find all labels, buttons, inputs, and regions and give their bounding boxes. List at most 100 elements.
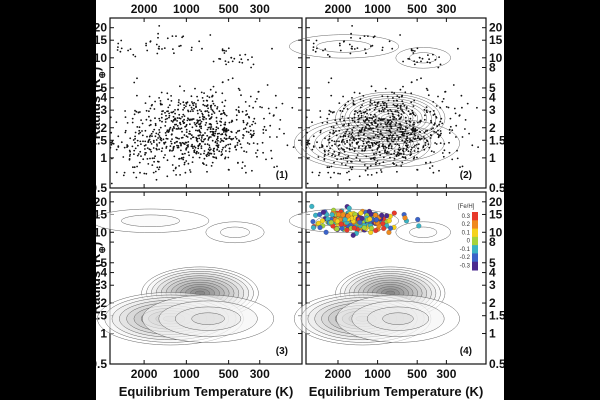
- planet-point: [400, 126, 402, 128]
- planet-point: [217, 146, 220, 149]
- panel-frame: [305, 17, 487, 189]
- planet-point: [333, 140, 336, 143]
- planet-point: [144, 129, 147, 132]
- planet-point: [365, 142, 368, 144]
- planet-point: [430, 121, 433, 124]
- planet-point: [215, 91, 217, 94]
- planet-point: [124, 110, 126, 112]
- planet-point: [363, 164, 366, 166]
- planet-point: [408, 58, 411, 60]
- planet-point: [375, 171, 378, 174]
- planet-point: [371, 103, 373, 105]
- planet-point: [375, 161, 377, 164]
- planet-point: [248, 143, 251, 145]
- planet-point: [164, 125, 167, 127]
- planet-point: [376, 101, 379, 104]
- planet-point: [413, 123, 415, 126]
- planet-point: [241, 61, 244, 64]
- planet-point: [370, 85, 373, 88]
- planet-point: [235, 148, 238, 151]
- planet-point: [170, 95, 172, 97]
- hot-jupiter-point: [368, 229, 374, 235]
- planet-point: [137, 144, 139, 147]
- planet-point: [452, 84, 455, 86]
- planet-point: [402, 60, 404, 63]
- planet-point: [392, 103, 395, 106]
- planet-point: [229, 143, 232, 146]
- planet-point: [384, 122, 387, 124]
- planet-point: [175, 174, 177, 176]
- contour-line: [358, 102, 423, 134]
- hot-jupiter-point: [402, 215, 408, 221]
- planet-point: [153, 160, 155, 163]
- planet-point: [158, 148, 160, 151]
- planet-point: [221, 112, 223, 115]
- planet-point: [178, 99, 180, 101]
- planet-point: [425, 109, 428, 112]
- planet-point: [158, 129, 161, 131]
- planet-point: [362, 100, 365, 102]
- colorbar-tick-label: 0.2: [462, 222, 471, 228]
- planet-point: [158, 141, 161, 144]
- planet-point: [358, 175, 361, 178]
- planet-point: [412, 52, 415, 54]
- planet-point: [398, 123, 401, 125]
- planet-point: [178, 117, 181, 119]
- planet-point: [195, 129, 197, 132]
- planet-point: [344, 135, 347, 138]
- planet-point: [209, 34, 212, 36]
- hot-jupiter-point: [373, 217, 379, 223]
- planet-point: [191, 108, 193, 111]
- planet-point: [152, 130, 154, 133]
- planet-point: [306, 141, 308, 144]
- planet-point: [378, 117, 380, 120]
- planet-point: [171, 138, 173, 141]
- planet-point: [369, 99, 372, 101]
- planet-point: [416, 61, 418, 63]
- y-axis-label-symbol: R: [96, 78, 103, 88]
- planet-point: [376, 135, 379, 138]
- y-tick-label-right: 10: [489, 225, 503, 239]
- planet-point: [394, 143, 397, 146]
- planet-point: [412, 137, 415, 140]
- planet-point: [355, 156, 358, 159]
- planet-point: [213, 153, 216, 155]
- planet-point: [111, 157, 113, 160]
- planet-point: [271, 47, 273, 50]
- planet-point: [447, 106, 450, 109]
- planet-point: [422, 145, 425, 148]
- planet-point: [327, 171, 330, 174]
- planet-point: [164, 111, 166, 114]
- planet-point: [373, 120, 376, 123]
- planet-point: [351, 129, 354, 131]
- planet-point: [211, 139, 214, 142]
- planet-point: [420, 60, 422, 63]
- planet-point: [356, 142, 358, 145]
- planet-point: [381, 145, 384, 148]
- planet-point: [351, 148, 353, 151]
- planet-point: [203, 104, 206, 107]
- planet-point: [416, 137, 419, 140]
- planet-point: [356, 111, 359, 114]
- planet-point: [149, 119, 152, 122]
- planet-point: [200, 91, 203, 94]
- planet-point: [188, 154, 190, 157]
- planet-point: [353, 139, 356, 142]
- planet-point: [370, 122, 373, 124]
- planet-point: [329, 131, 331, 134]
- planet-point: [374, 121, 377, 124]
- planet-point: [190, 106, 193, 109]
- planet-point: [175, 127, 178, 130]
- planet-point: [338, 144, 341, 146]
- planet-point: [156, 52, 159, 55]
- y-tick-label-right: 5: [489, 256, 496, 270]
- planet-point: [178, 45, 181, 48]
- planet-point: [224, 133, 227, 136]
- planet-point: [198, 109, 201, 111]
- planet-point: [333, 171, 335, 174]
- planet-point: [141, 130, 143, 132]
- planet-point: [193, 101, 196, 104]
- planet-point: [240, 94, 242, 97]
- planet-point: [291, 106, 294, 109]
- contour-line: [348, 98, 432, 138]
